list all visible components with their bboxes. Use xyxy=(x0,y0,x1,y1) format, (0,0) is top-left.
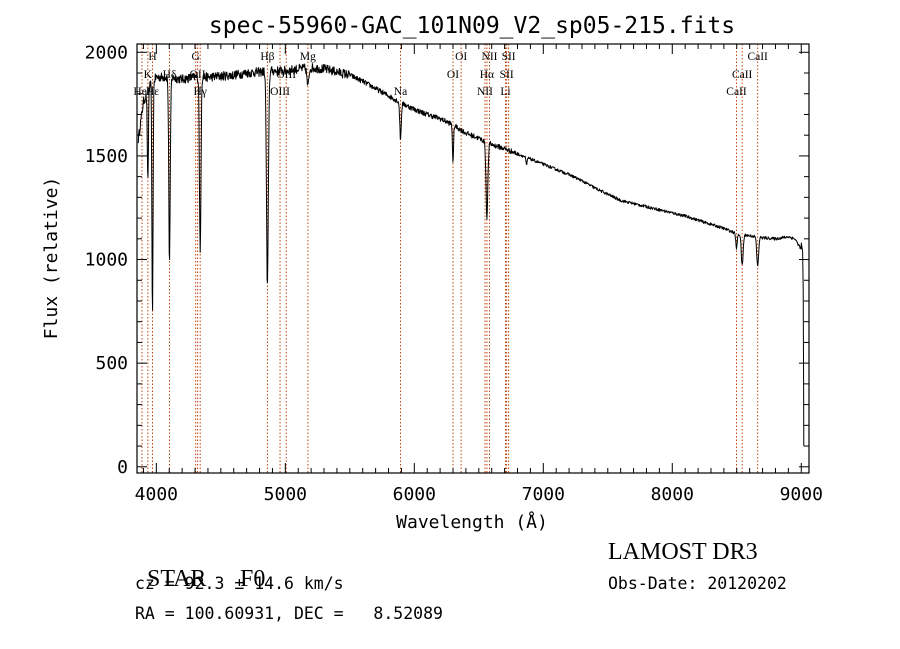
coordinates-label: RA = 100.60931, DEC = 8.52089 xyxy=(135,604,443,623)
y-tick-label: 500 xyxy=(95,353,128,374)
line-markers xyxy=(141,44,759,473)
spectrum xyxy=(137,63,805,447)
line-marker-label: CaII xyxy=(732,69,753,81)
line-marker-label: NII xyxy=(477,86,493,98)
line-marker-label: CaII xyxy=(747,51,768,63)
chart-title: spec-55960-GAC_101N09_V2_sp05-215.fits xyxy=(209,13,735,39)
line-marker-label: SII xyxy=(502,51,516,63)
line-marker-label: OIII xyxy=(276,69,296,81)
x-tick-label: 4000 xyxy=(135,484,178,505)
y-tick-label: 2000 xyxy=(85,42,128,63)
line-marker-label: SII xyxy=(500,69,514,81)
line-marker-label: Li xyxy=(500,86,510,98)
y-axis-label: Flux (relative) xyxy=(41,177,62,340)
x-tick-label: 6000 xyxy=(393,484,436,505)
line-marker-label: HeI xyxy=(133,86,150,98)
marker-labels: HeIKHHεHδGOIIHγHβOIIIOIIIMgNaOIOINIIHαNI… xyxy=(133,51,768,98)
line-marker-label: Hγ xyxy=(194,86,207,98)
line-marker-label: Hδ xyxy=(163,69,177,81)
line-marker-label: Hε xyxy=(146,86,159,98)
subclass-label: F0 xyxy=(240,566,266,592)
line-marker-label: H xyxy=(148,51,156,63)
spectrum-line xyxy=(137,63,805,447)
line-marker-label: G xyxy=(192,51,200,63)
line-marker-label: Na xyxy=(394,86,407,98)
line-marker-label: OIII xyxy=(270,86,290,98)
line-marker-label: NII xyxy=(482,51,498,63)
plot-frame xyxy=(136,43,810,474)
line-marker-label: OI xyxy=(447,69,459,81)
y-tick-label: 1500 xyxy=(85,146,128,167)
x-tick-label: 8000 xyxy=(651,484,694,505)
redshift-label: cz = 92.3 ± 14.6 km/s xyxy=(135,574,344,593)
line-marker-label: OI xyxy=(455,51,467,63)
object-class: STAR F0 xyxy=(135,539,265,593)
line-marker-label: CaII xyxy=(726,86,747,98)
line-marker-label: K xyxy=(144,69,153,81)
x-axis-label: Wavelength (Å) xyxy=(396,511,548,533)
line-marker-label: Hβ xyxy=(260,51,274,63)
x-tick-label: 7000 xyxy=(522,484,565,505)
y-tick-label: 0 xyxy=(117,457,128,478)
line-marker-label: Mg xyxy=(300,51,316,63)
class-label: STAR xyxy=(147,566,207,592)
x-tick-label: 9000 xyxy=(780,484,823,505)
axis-ticks: 4000 5000 6000 7000 8000 9000 0 500 1000 1500 2000 xyxy=(85,42,823,505)
line-marker-label: OII xyxy=(190,69,206,81)
y-tick-label: 1000 xyxy=(85,250,128,271)
survey-label: LAMOST DR3 xyxy=(608,539,758,565)
line-marker-label: Hα xyxy=(480,69,494,81)
x-tick-label: 5000 xyxy=(264,484,307,505)
obs-date-label: Obs-Date: 20120202 xyxy=(608,574,787,593)
